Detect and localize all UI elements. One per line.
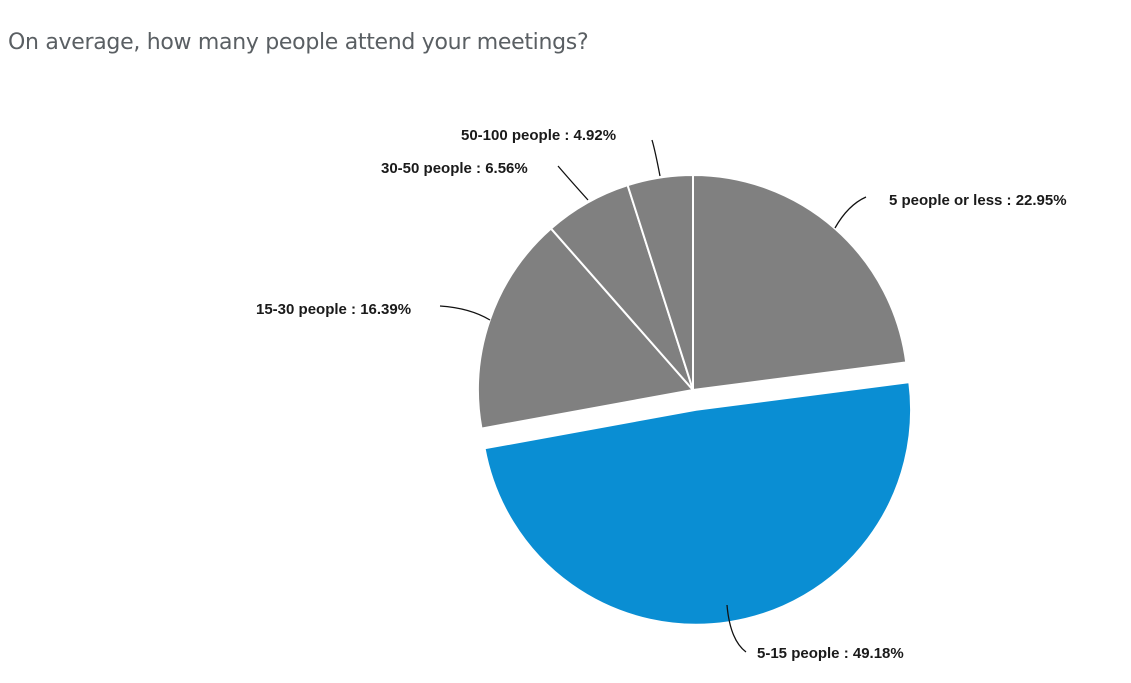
label-15-30: 15-30 people : 16.39% bbox=[256, 301, 411, 318]
leader-line bbox=[726, 604, 747, 653]
data-labels: 5 people or less : 22.95% 5-15 people : … bbox=[256, 127, 1067, 662]
leader-lines bbox=[439, 139, 867, 653]
slice-5-15-people bbox=[483, 381, 913, 626]
pie-slices bbox=[477, 173, 913, 626]
label-50-100: 50-100 people : 4.92% bbox=[461, 127, 616, 144]
leader-line bbox=[834, 196, 867, 229]
label-5-or-less: 5 people or less : 22.95% bbox=[889, 192, 1067, 209]
slice-50-100-people bbox=[626, 173, 694, 391]
label-5-15: 5-15 people : 49.18% bbox=[757, 645, 904, 662]
chart-title: On average, how many people attend your … bbox=[8, 30, 589, 55]
leader-line bbox=[651, 139, 661, 177]
label-30-50: 30-50 people : 6.56% bbox=[381, 160, 528, 177]
slice-5-people-or-less bbox=[692, 173, 908, 392]
leader-line bbox=[557, 165, 589, 201]
leader-line bbox=[439, 305, 491, 321]
